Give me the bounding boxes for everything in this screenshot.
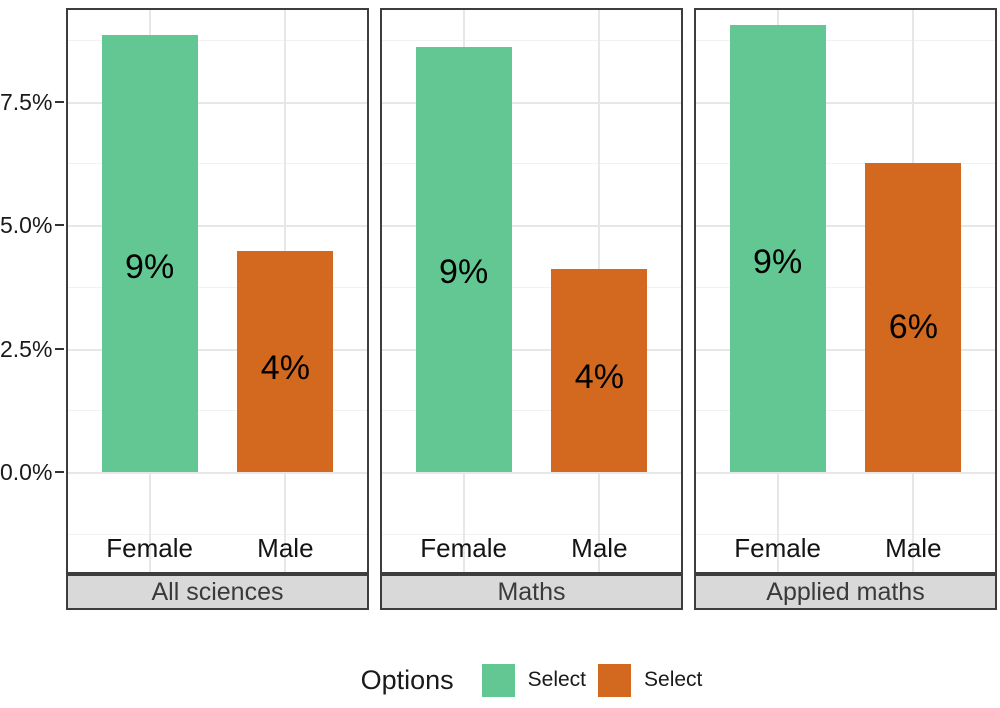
bar-female — [729, 25, 826, 472]
bar-value-label: 6% — [888, 308, 938, 346]
y-tick-mark — [55, 471, 64, 473]
gridline-minor — [382, 287, 681, 288]
gridline-major — [696, 472, 995, 474]
gridline-minor — [68, 410, 367, 411]
gridline-minor — [382, 534, 681, 535]
y-tick-label: 7.5% — [0, 89, 53, 115]
category-label: Male — [885, 533, 942, 563]
y-tick-mark — [55, 101, 64, 103]
gridline-minor — [696, 534, 995, 535]
gridline-major — [382, 349, 681, 351]
legend-item-green: Select — [481, 663, 587, 697]
bar-value-label: 9% — [125, 248, 175, 286]
facet-strip: Applied maths — [694, 574, 997, 610]
category-label: Female — [106, 533, 193, 563]
gridline-minor — [68, 534, 367, 535]
gridline-minor — [382, 410, 681, 411]
bar-male — [551, 269, 648, 472]
legend-swatch-orange-icon — [598, 663, 632, 697]
y-tick-label: 5.0% — [0, 212, 53, 238]
bar-value-label: 4% — [574, 358, 624, 396]
bar-female — [101, 35, 198, 472]
facet-strip: All sciences — [66, 574, 369, 610]
y-tick-mark — [55, 348, 64, 350]
facet-strip: Maths — [380, 574, 683, 610]
category-label: Female — [734, 533, 821, 563]
gridline-major — [382, 102, 681, 104]
gridline-minor — [382, 40, 681, 41]
legend-label-green: Select — [527, 668, 587, 691]
gridline-major — [68, 472, 367, 474]
gridline-major — [696, 225, 995, 227]
gridline-major — [68, 349, 367, 351]
facet-panel: 9% Female 4% Male — [380, 8, 683, 574]
bar-female — [415, 47, 512, 472]
y-tick-label: 0.0% — [0, 459, 53, 485]
gridline-major — [696, 349, 995, 351]
gridline-major — [696, 102, 995, 104]
legend-label-orange: Select — [644, 668, 703, 691]
legend-swatch-green-icon — [481, 663, 515, 697]
bar-value-label: 9% — [753, 243, 803, 281]
category-label: Male — [571, 533, 628, 563]
facet-1: 9% Female 4% Male Maths — [380, 8, 683, 610]
category-label: Female — [420, 533, 507, 563]
bar-male — [865, 163, 962, 472]
gridline-major — [382, 472, 681, 474]
category-label: Male — [257, 533, 314, 563]
bar-value-label: 9% — [439, 253, 489, 291]
legend-title: Options — [360, 664, 454, 695]
gridline-minor — [696, 287, 995, 288]
panels: 9% Female 4% Male All sciences 9% Female 4% Male… — [66, 8, 997, 610]
facet-0: 9% Female 4% Male All sciences — [66, 8, 369, 610]
bar-male — [237, 251, 334, 472]
legend: Options Select Select — [66, 654, 997, 706]
facet-panel: 9% Female 6% Male — [694, 8, 997, 574]
facet-panel: 9% Female 4% Male — [66, 8, 369, 574]
legend-item-orange: Select — [598, 663, 703, 697]
gridline-minor — [68, 163, 367, 164]
gridline-minor — [696, 163, 995, 164]
gridline-minor — [696, 40, 995, 41]
y-tick-mark — [55, 224, 64, 226]
gridline-minor — [68, 40, 367, 41]
gridline-minor — [382, 163, 681, 164]
facet-2: 9% Female 6% Male Applied maths — [694, 8, 997, 610]
bar-value-label: 4% — [260, 349, 310, 387]
gridline-minor — [696, 410, 995, 411]
y-tick-label: 2.5% — [0, 336, 53, 362]
gridline-major — [68, 225, 367, 227]
gridline-major — [68, 102, 367, 104]
gridline-minor — [68, 287, 367, 288]
gridline-major — [382, 225, 681, 227]
